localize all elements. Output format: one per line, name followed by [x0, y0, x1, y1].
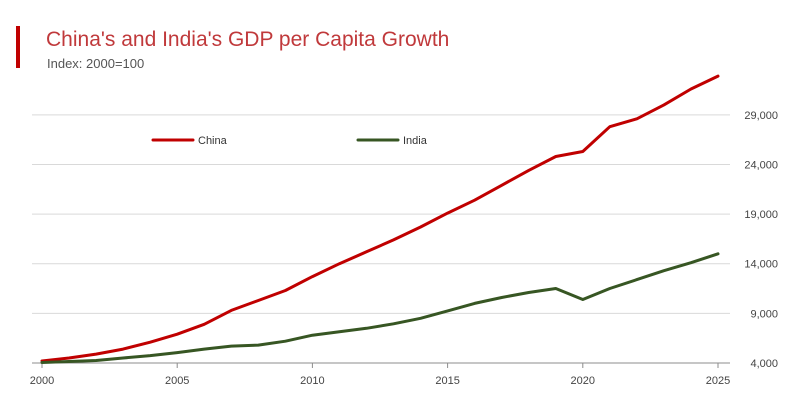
legend: China India — [151, 135, 428, 147]
x-tick-label: 2000 — [30, 375, 54, 387]
y-tick-label: 29,000 — [744, 110, 778, 122]
series-line-china — [40, 74, 720, 363]
legend-label-india: India — [403, 135, 428, 147]
x-tick-label: 2020 — [571, 375, 595, 387]
x-tick-label: 2010 — [300, 375, 324, 387]
chart-subtitle: Index: 2000=100 — [47, 56, 145, 71]
x-axis-ticks: 2000 2005 2010 2015 2020 2025 — [30, 363, 730, 387]
y-tick-label: 4,000 — [750, 358, 778, 370]
series-line-india — [40, 252, 720, 364]
x-tick-label: 2025 — [706, 375, 730, 387]
gridlines — [32, 114, 730, 364]
x-tick-label: 2005 — [165, 375, 189, 387]
y-tick-label: 9,000 — [750, 308, 778, 320]
chart-title: China's and India's GDP per Capita Growt… — [46, 28, 450, 51]
y-tick-label: 14,000 — [744, 259, 778, 271]
title-accent-bar — [16, 26, 20, 68]
y-tick-label: 24,000 — [744, 159, 778, 171]
y-tick-label: 19,000 — [744, 209, 778, 221]
x-tick-label: 2015 — [435, 375, 459, 387]
y-axis-ticks: 4,000 9,000 14,000 19,000 24,000 29,000 — [744, 110, 778, 370]
legend-label-china: China — [198, 135, 228, 147]
series-lines — [40, 74, 720, 364]
